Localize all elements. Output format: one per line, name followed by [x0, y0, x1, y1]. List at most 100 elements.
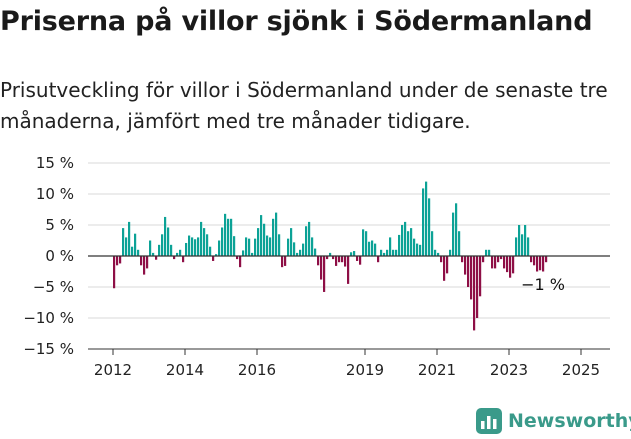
bar — [206, 234, 209, 256]
y-tick-label: 5 % — [45, 216, 74, 234]
bar — [509, 256, 512, 278]
bar — [164, 216, 167, 256]
x-tick-label: 2025 — [562, 361, 600, 379]
bar — [539, 256, 542, 271]
bar — [542, 256, 545, 272]
bar — [134, 233, 137, 256]
bar — [233, 236, 236, 256]
bar — [290, 228, 293, 256]
bar — [209, 246, 212, 256]
bar — [476, 256, 479, 318]
bar — [299, 249, 302, 256]
bar — [515, 237, 518, 256]
bar — [383, 252, 386, 256]
bar-series — [113, 181, 548, 331]
bar — [311, 237, 314, 256]
bar — [359, 256, 362, 265]
bar — [158, 244, 161, 256]
bar — [146, 256, 149, 269]
bar — [119, 256, 122, 264]
bar — [317, 256, 320, 266]
bar — [203, 228, 206, 256]
x-tick-label: 2016 — [238, 361, 276, 379]
bar — [353, 251, 356, 256]
page-title: Priserna på villor sjönk i Södermanland — [0, 6, 593, 37]
bar — [332, 256, 335, 260]
bar — [419, 244, 422, 256]
bar — [272, 218, 275, 256]
bar — [191, 237, 194, 256]
bar — [155, 256, 158, 260]
bar — [173, 256, 176, 260]
bar — [488, 249, 491, 256]
bar — [452, 212, 455, 256]
bar — [293, 242, 296, 256]
bar — [470, 256, 473, 300]
bar — [248, 238, 251, 256]
bar — [485, 249, 488, 256]
bar — [266, 235, 269, 256]
bar — [500, 256, 503, 260]
bar — [530, 256, 533, 263]
newsworthy-bar-chart-icon — [476, 408, 502, 434]
bar — [413, 238, 416, 256]
bar — [518, 225, 521, 256]
bar — [263, 223, 266, 256]
bar — [140, 256, 143, 266]
bar — [215, 254, 218, 256]
bar — [374, 243, 377, 256]
bar — [479, 256, 482, 297]
bar — [251, 252, 254, 256]
bar — [461, 256, 464, 263]
bar — [512, 256, 515, 274]
bar — [440, 256, 443, 263]
brand-logo: Newsworthy — [476, 406, 631, 436]
bar — [161, 234, 164, 256]
bar — [356, 256, 359, 261]
bar — [428, 198, 431, 256]
bar — [434, 249, 437, 256]
bar — [365, 231, 368, 256]
bar — [410, 228, 413, 256]
bar — [506, 256, 509, 273]
bar — [416, 243, 419, 256]
bar — [137, 249, 140, 256]
bar — [125, 237, 128, 256]
bar — [221, 227, 224, 256]
bar — [179, 249, 182, 256]
bar — [224, 213, 227, 256]
bar — [458, 231, 461, 256]
bar — [113, 256, 116, 289]
bar — [422, 188, 425, 256]
bar — [260, 215, 263, 256]
bar — [389, 237, 392, 256]
bar — [338, 256, 341, 263]
bar — [287, 238, 290, 256]
bar — [212, 256, 215, 261]
bar — [281, 256, 284, 268]
bar — [236, 256, 239, 260]
bar — [446, 256, 449, 274]
bar — [521, 234, 524, 256]
bar — [188, 235, 191, 256]
bar — [278, 234, 281, 256]
x-axis: 2012 2014 2016 2019 2021 2023 2025 — [88, 348, 610, 379]
bar — [275, 212, 278, 256]
bar — [185, 242, 188, 256]
bar — [527, 237, 530, 256]
y-tick-label: −5 % — [33, 278, 74, 296]
bar — [497, 256, 500, 263]
bar — [227, 218, 230, 256]
bar — [344, 256, 347, 267]
bar — [392, 249, 395, 256]
bar — [320, 256, 323, 280]
bar — [536, 256, 539, 272]
bar — [314, 248, 317, 256]
bar — [386, 249, 389, 256]
latest-value-annotation: −1 % — [521, 275, 565, 294]
y-tick-label: 0 % — [45, 247, 74, 265]
bar — [143, 256, 146, 275]
bar — [197, 237, 200, 256]
bar — [494, 256, 497, 269]
bar — [407, 231, 410, 256]
